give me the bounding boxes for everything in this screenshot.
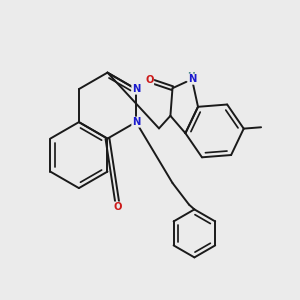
Text: H: H (187, 72, 194, 81)
Text: N: N (132, 84, 140, 94)
Text: O: O (145, 75, 154, 85)
Text: N: N (188, 74, 196, 84)
Text: O: O (114, 202, 122, 212)
Text: N: N (132, 117, 140, 127)
